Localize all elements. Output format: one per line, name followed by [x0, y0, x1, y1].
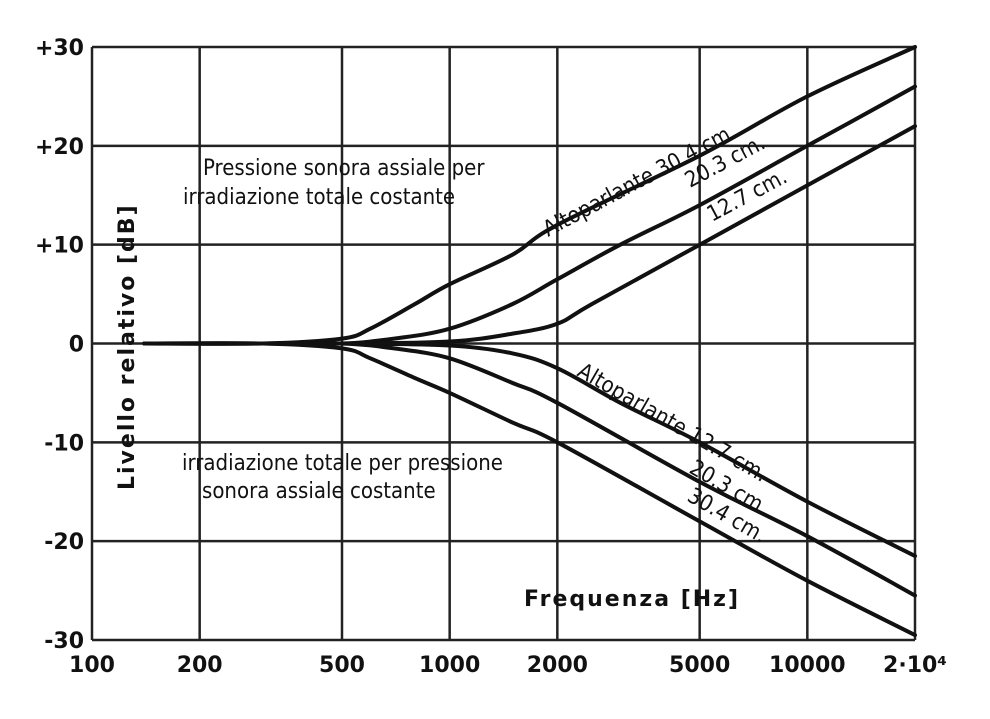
- series-line-upper-1: [142, 45, 917, 346]
- x-tick-label: 10000: [769, 653, 846, 678]
- tick-layer: 100 200 500 1000 2000 5000 10000 2·10⁴ +30 +20 +10…: [35, 36, 947, 678]
- x-tick-label: 2000: [527, 653, 588, 678]
- series-line-lower-3: [142, 341, 917, 638]
- series-line-lower-1: [142, 341, 917, 558]
- lower-title-line1: irradiazione totale per pressione: [182, 451, 503, 476]
- lower-title-line2: sonora assiale costante: [202, 479, 436, 504]
- x-tick-label: 5000: [669, 653, 730, 678]
- y-axis-label: Livello relativo [dB]: [115, 203, 140, 490]
- upper-title-line2: irradiazione totale costante: [183, 185, 455, 210]
- y-tick-label: +30: [35, 36, 84, 61]
- x-tick-label: 100: [69, 653, 115, 678]
- x-tick-label: 1000: [419, 653, 480, 678]
- upper-title-line1: Pressione sonora assiale per: [203, 156, 485, 181]
- y-tick-label: -30: [44, 629, 84, 654]
- y-tick-label: +20: [35, 135, 84, 160]
- x-axis-label: Frequenza [Hz]: [524, 587, 740, 612]
- x-tick-label: 500: [319, 653, 365, 678]
- curve-layer: [142, 45, 917, 638]
- x-tick-label: 2·10⁴: [883, 653, 947, 678]
- series-line-upper-2: [142, 84, 917, 346]
- y-tick-label: 0: [69, 333, 84, 358]
- y-tick-label: +10: [35, 234, 84, 259]
- x-tick-label: 200: [177, 653, 223, 678]
- y-tick-label: -20: [44, 530, 84, 555]
- y-tick-label: -10: [44, 431, 84, 456]
